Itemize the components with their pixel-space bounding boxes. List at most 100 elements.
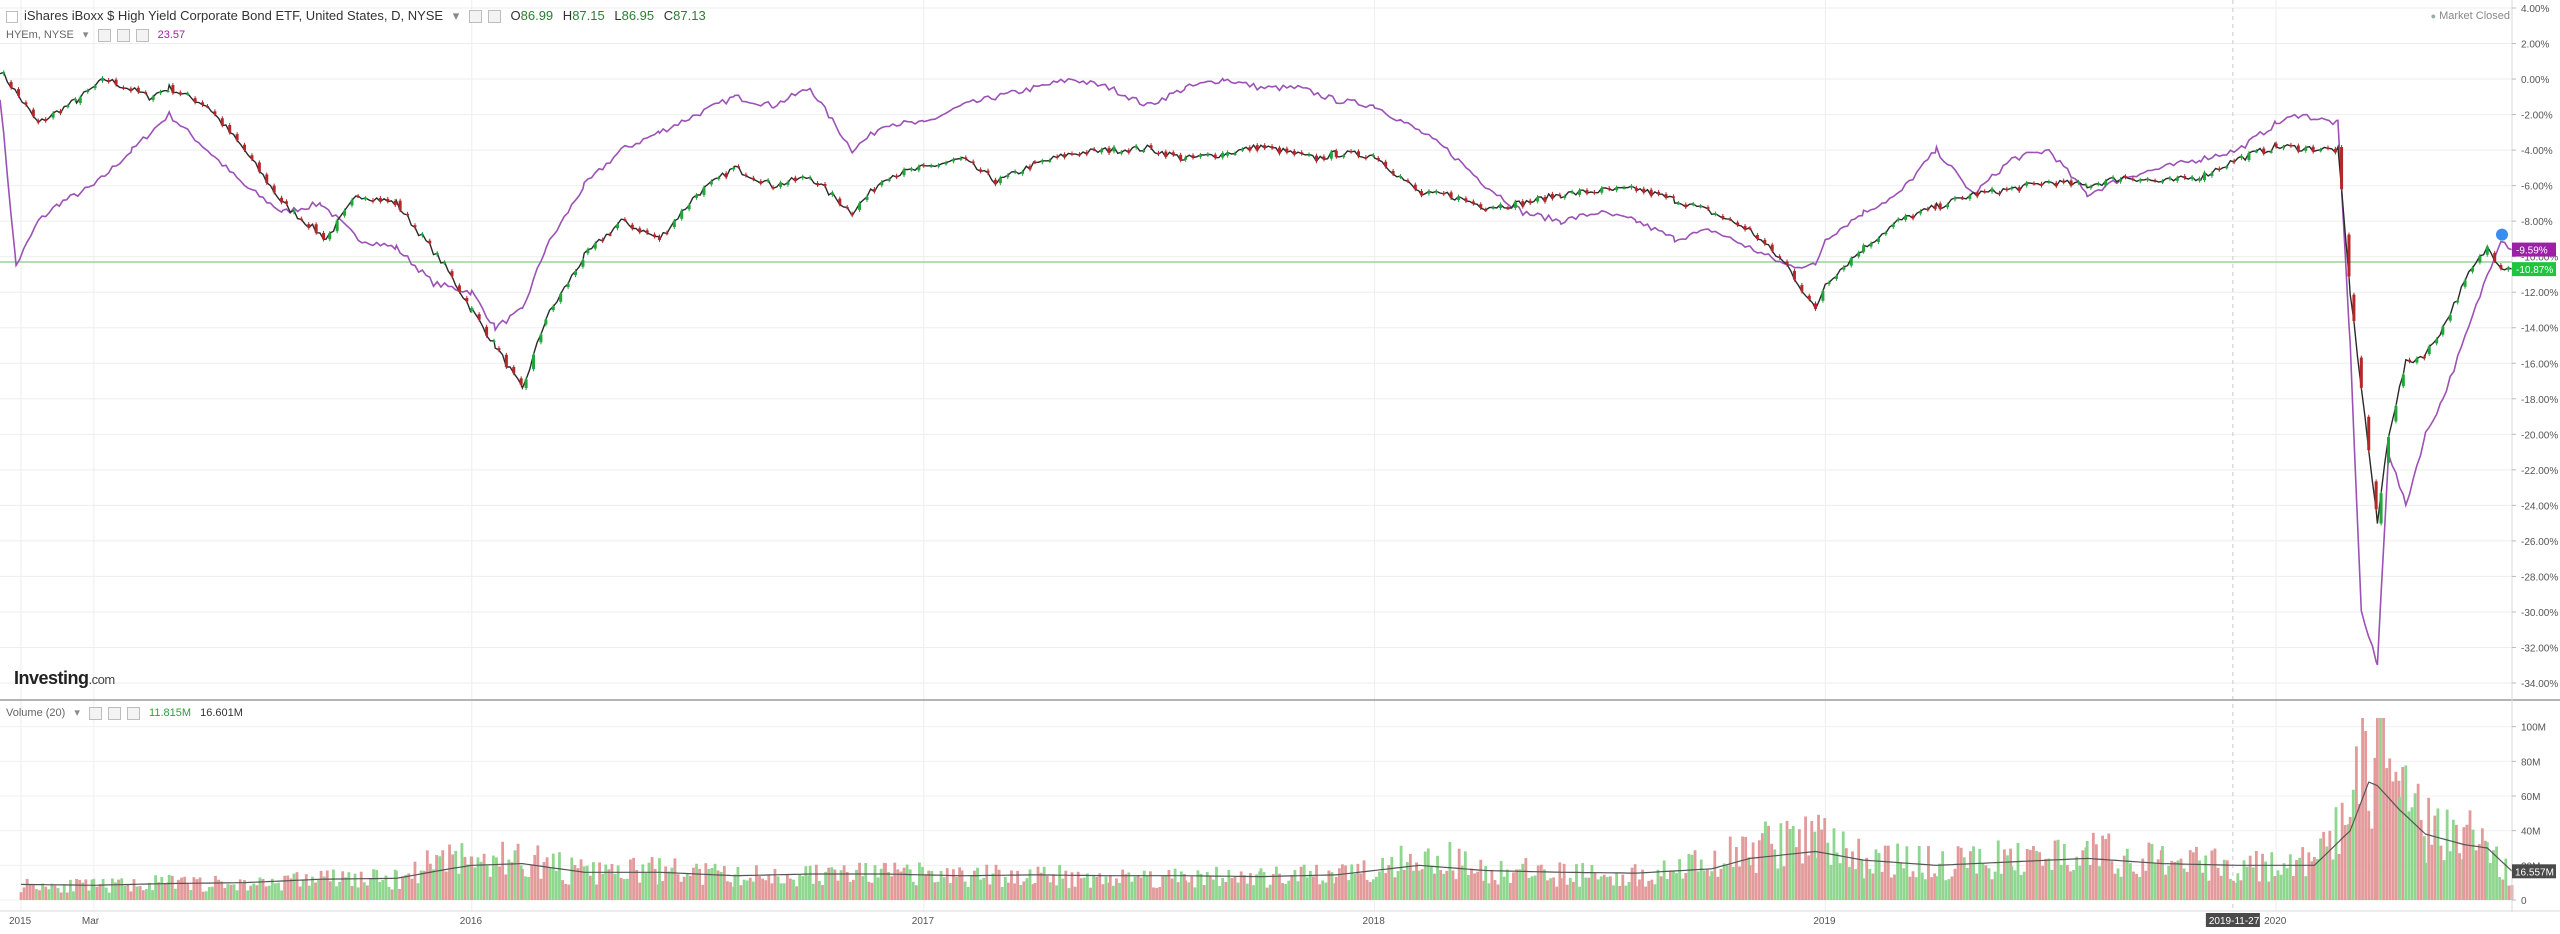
- volume-bar: [539, 878, 543, 900]
- volume-bar: [1713, 850, 1717, 900]
- volume-bar: [2232, 880, 2235, 900]
- volume-bar: [792, 879, 795, 900]
- volume-bar: [676, 874, 680, 900]
- eye-icon[interactable]: [97, 28, 111, 42]
- volume-bar: [1000, 887, 1004, 900]
- volume-bar: [914, 885, 918, 900]
- symbol-title[interactable]: iShares iBoxx $ High Yield Corporate Bon…: [24, 8, 444, 23]
- volume-bar: [350, 886, 354, 900]
- volume-bar: [1917, 845, 1921, 900]
- volume-bar: [2242, 860, 2246, 900]
- volume-bar: [1092, 875, 1095, 900]
- volume-bar: [2225, 860, 2229, 900]
- volume-bar: [527, 876, 530, 900]
- volume-bar: [1356, 863, 1360, 900]
- volume-bar: [44, 886, 48, 900]
- volume-bar: [1908, 876, 1912, 900]
- volume-bar: [598, 862, 601, 900]
- candle-body: [2289, 144, 2293, 147]
- candle-body: [44, 118, 48, 121]
- volume-bar: [2388, 758, 2392, 900]
- eye-icon[interactable]: [88, 706, 102, 720]
- candle-body: [1676, 202, 1680, 205]
- candle-body: [1563, 196, 1567, 198]
- volume-bar: [818, 880, 821, 900]
- volume-bar: [1509, 882, 1512, 900]
- volume-bar: [189, 889, 193, 900]
- close-icon[interactable]: [135, 28, 149, 42]
- volume-bar: [1751, 842, 1755, 900]
- candle-body: [2077, 181, 2081, 184]
- candle-body: [265, 174, 269, 183]
- eye-icon[interactable]: [468, 10, 482, 24]
- volume-bar: [1061, 878, 1065, 900]
- volume-bar: [2507, 885, 2511, 900]
- volume-bar: [1305, 877, 1309, 900]
- volume-bar: [1218, 886, 1221, 900]
- candle-body: [574, 271, 578, 276]
- volume-bar: [1735, 846, 1738, 900]
- volume-bar: [1776, 868, 1780, 900]
- candle-body: [2123, 176, 2127, 178]
- candle-body: [2269, 151, 2273, 153]
- collapse-legend-icon[interactable]: [6, 10, 18, 23]
- volume-bar: [1935, 876, 1938, 900]
- volume-bar: [1693, 850, 1697, 900]
- volume-bar: [2078, 865, 2082, 900]
- volume-bar: [87, 890, 91, 900]
- candle-body: [1884, 232, 1888, 235]
- volume-bar: [963, 881, 967, 900]
- series-line-hyem[interactable]: [0, 77, 2513, 666]
- volume-bar: [1393, 877, 1397, 900]
- candle-body: [759, 181, 763, 184]
- volume-label[interactable]: Volume (20): [6, 707, 66, 719]
- volume-bar: [332, 869, 335, 900]
- close-icon[interactable]: [126, 706, 140, 720]
- volume-bar: [1101, 884, 1105, 900]
- candle-body: [2456, 300, 2460, 303]
- volume-bar: [75, 878, 78, 900]
- volume-bar: [482, 853, 486, 900]
- series-line-price[interactable]: [0, 71, 2513, 524]
- compare-symbol[interactable]: HYEm, NYSE: [6, 29, 74, 41]
- volume-bar: [2292, 876, 2295, 900]
- volume-bar: [460, 843, 464, 900]
- candle-body: [2247, 153, 2251, 161]
- candle-body: [2138, 179, 2142, 182]
- candle-body: [1807, 295, 1811, 300]
- volume-bar: [2069, 871, 2072, 900]
- volume-bar: [1284, 883, 1288, 900]
- time-axis[interactable]: 2015 Mar 2016 2017 2018 2019 2020 2019-11-27: [9, 913, 2287, 927]
- volume-bar: [1788, 829, 1792, 900]
- candlesticks: [2, 70, 2510, 526]
- chevron-down-icon[interactable]: ▾: [82, 29, 89, 41]
- candle-body: [2427, 346, 2431, 355]
- volume-bar: [1259, 868, 1263, 900]
- volume-bar: [1448, 841, 1452, 900]
- candle-body: [1990, 188, 1994, 192]
- volume-bar: [264, 886, 268, 900]
- volume-tick-label: 100M: [2521, 723, 2546, 734]
- candle-body: [122, 87, 126, 89]
- volume-bar: [876, 877, 880, 900]
- candle-body: [672, 220, 676, 228]
- volume-bar: [220, 881, 224, 900]
- chevron-down-icon[interactable]: ▾: [74, 707, 80, 719]
- price-axis[interactable]: 4.00% 2.00% 0.00% -2.00% -4.00% -6.00% -8.00% -…: [2512, 4, 2558, 690]
- volume-bar: [1470, 868, 1473, 900]
- volume-bar: [2361, 718, 2364, 900]
- volume-bar: [195, 879, 199, 900]
- settings-icon[interactable]: [487, 10, 501, 24]
- settings-icon[interactable]: [116, 28, 130, 42]
- volume-bar: [2488, 863, 2492, 900]
- volume-bar: [1779, 823, 1783, 900]
- volume-bar: [2267, 881, 2271, 900]
- chevron-down-icon[interactable]: ▾: [452, 8, 460, 23]
- candle-body: [1629, 186, 1633, 188]
- candle-body: [702, 187, 706, 195]
- volume-bar: [908, 869, 912, 900]
- settings-icon[interactable]: [107, 706, 121, 720]
- volume-bar: [2416, 783, 2420, 900]
